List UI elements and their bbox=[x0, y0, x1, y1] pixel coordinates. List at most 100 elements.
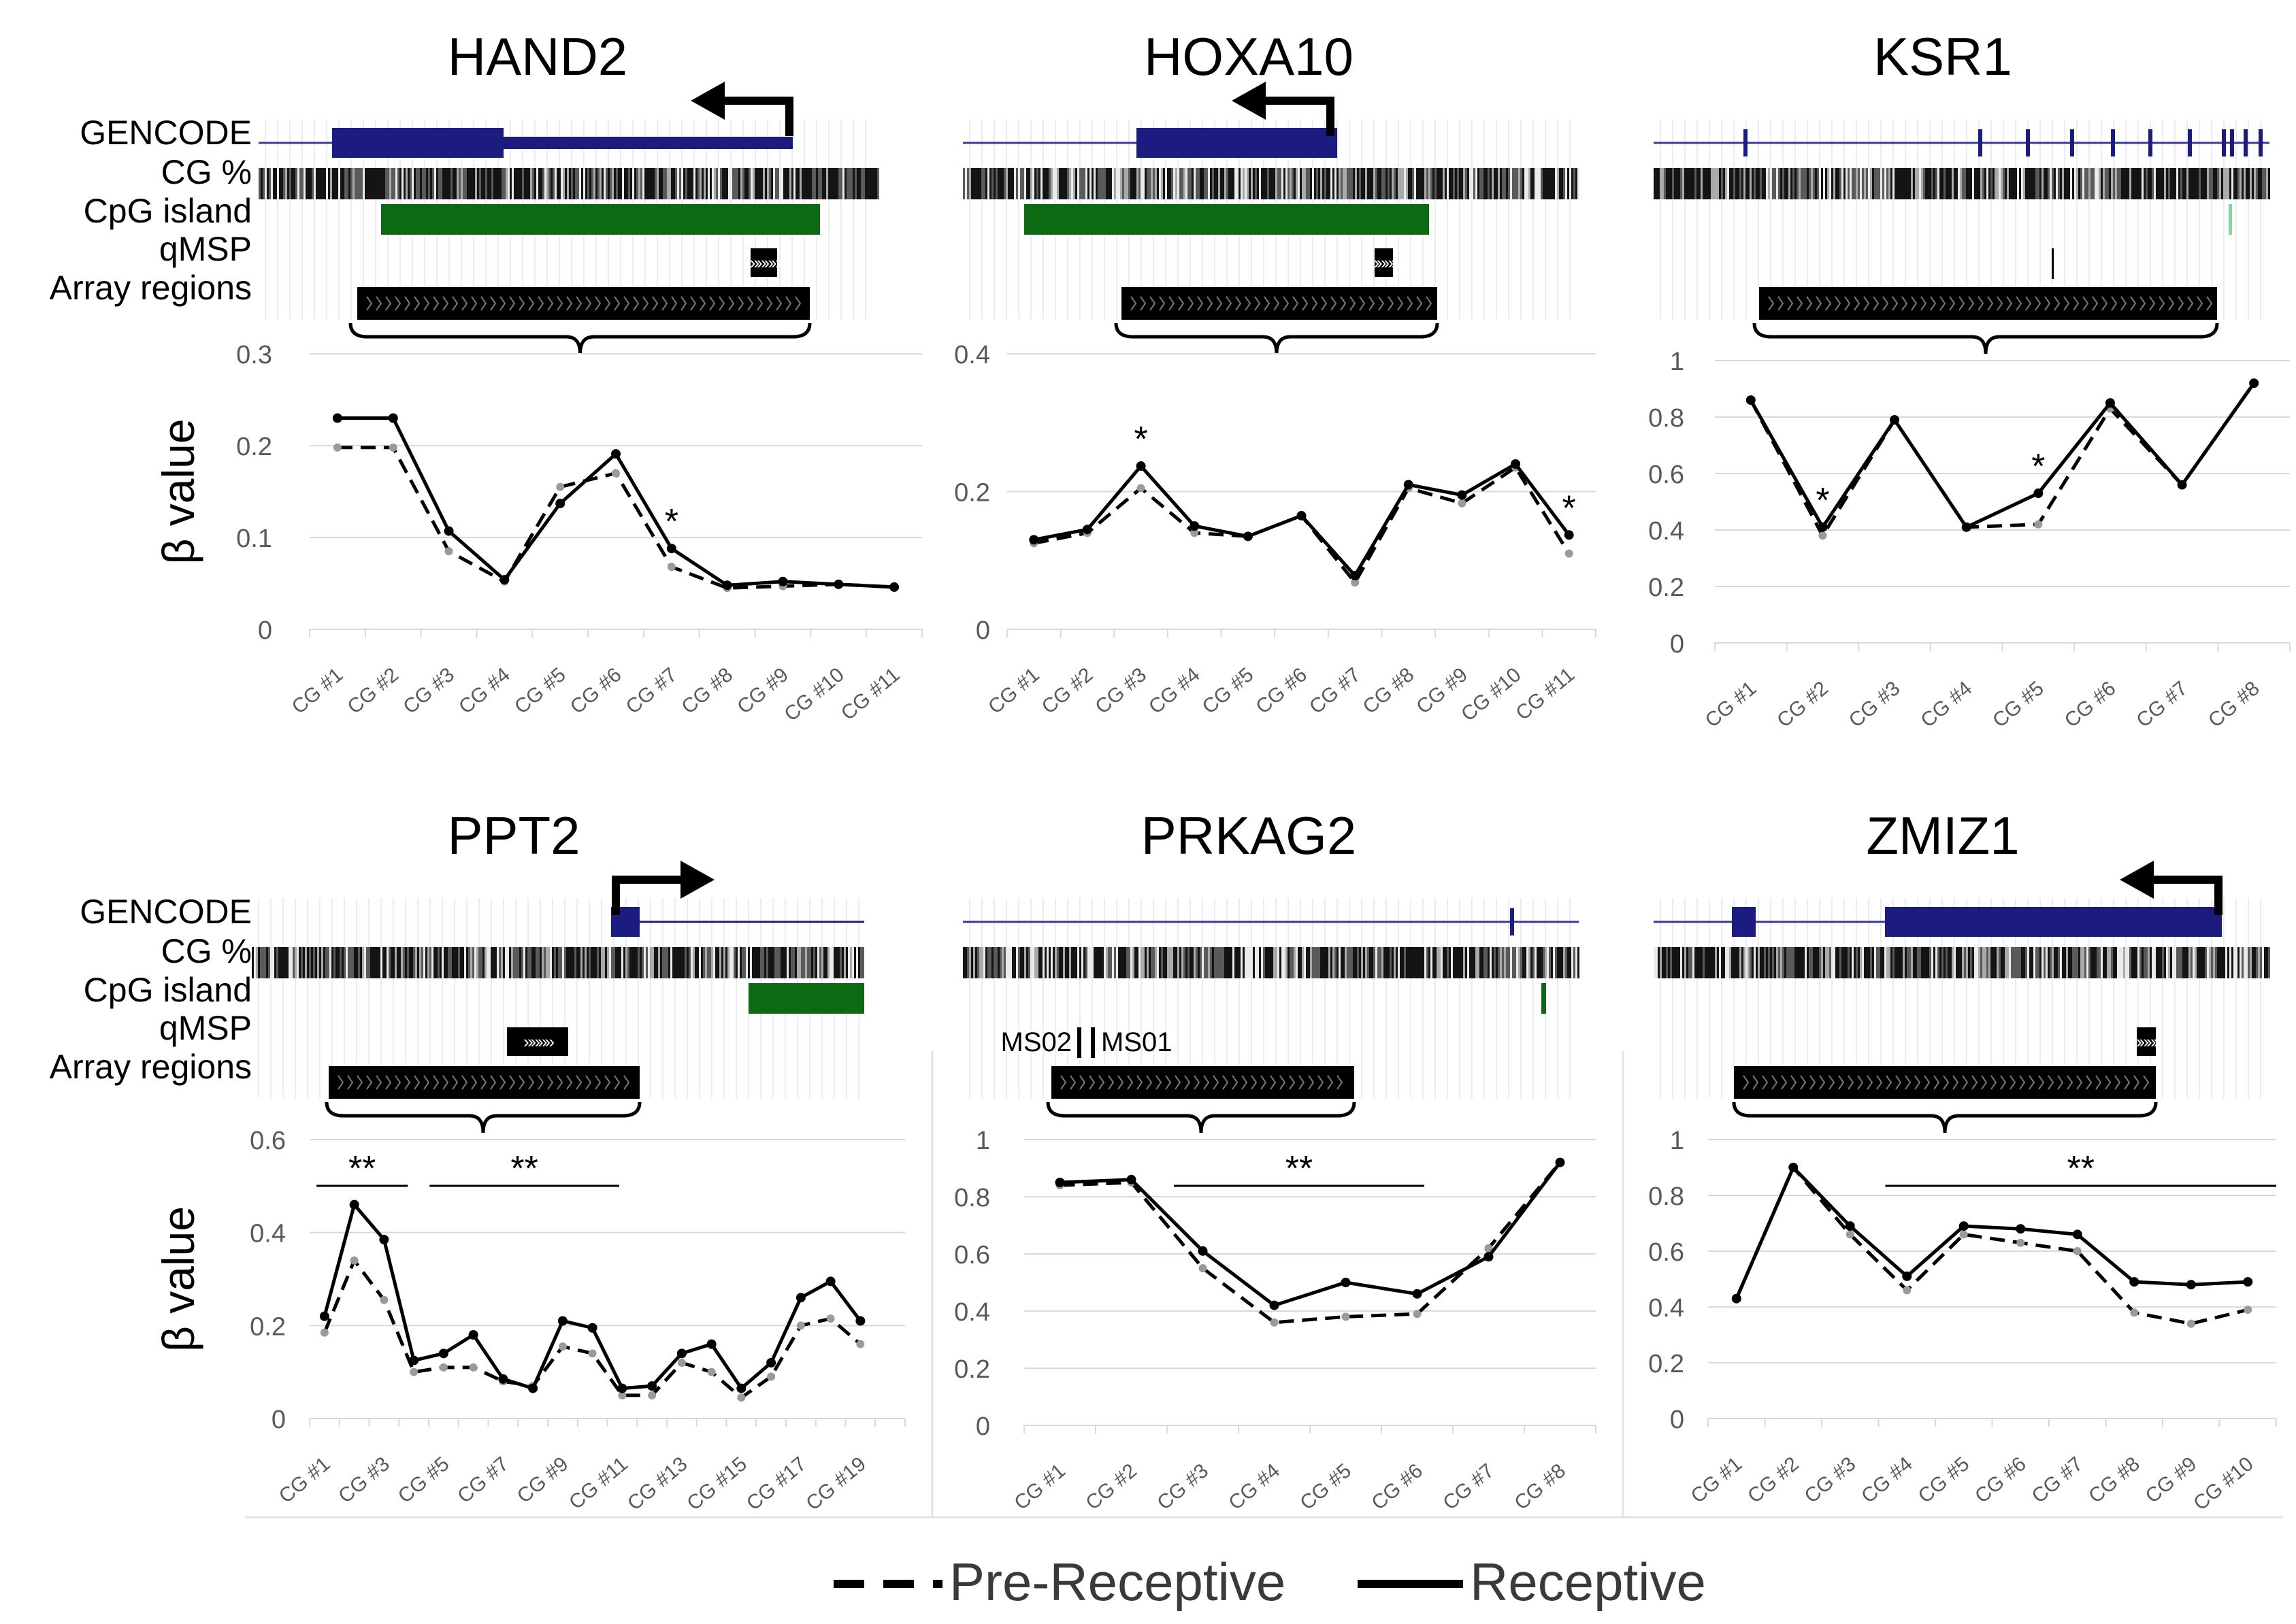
data-point-receptive bbox=[379, 1234, 389, 1244]
panel-title: HOXA10 bbox=[1144, 27, 1354, 86]
x-tick-label: CG #1 bbox=[275, 1453, 335, 1508]
y-tick-label: 0.8 bbox=[954, 1184, 990, 1212]
data-point-pre-receptive bbox=[556, 482, 565, 491]
x-tick-label: CG #3 bbox=[1091, 663, 1151, 718]
legend: Pre-Receptive Receptive bbox=[834, 1552, 1706, 1612]
track-label: CG % bbox=[161, 153, 252, 191]
data-point-receptive bbox=[676, 1348, 687, 1359]
y-tick-label: 0 bbox=[976, 616, 990, 645]
track-grid bbox=[969, 898, 1571, 1099]
data-point-receptive bbox=[617, 1383, 627, 1393]
array-chevrons bbox=[366, 296, 802, 311]
x-tick-label: CG #6 bbox=[566, 663, 626, 718]
data-point-pre-receptive bbox=[1846, 1230, 1854, 1239]
data-point-receptive bbox=[1198, 1246, 1208, 1256]
data-point-receptive bbox=[1788, 1163, 1799, 1172]
array-region-bar bbox=[357, 287, 810, 320]
gene-utr bbox=[504, 137, 793, 149]
y-axis-label: β value bbox=[153, 1206, 203, 1352]
data-point-receptive bbox=[1082, 525, 1092, 535]
x-tick-label: CG #5 bbox=[1988, 677, 2048, 732]
track-label: qMSP bbox=[159, 230, 252, 268]
panel-title: KSR1 bbox=[1873, 27, 2012, 86]
y-tick-label: 0.6 bbox=[250, 1127, 286, 1155]
data-point-pre-receptive bbox=[2034, 520, 2043, 529]
data-point-receptive bbox=[736, 1383, 747, 1393]
data-point-receptive bbox=[499, 575, 510, 585]
data-point-pre-receptive bbox=[410, 1368, 419, 1376]
y-tick-label: 1 bbox=[1670, 348, 1684, 376]
data-point-receptive bbox=[722, 580, 732, 591]
x-tick-label: CG #8 bbox=[1510, 1459, 1570, 1514]
data-point-pre-receptive bbox=[558, 1342, 567, 1351]
data-point-receptive bbox=[1483, 1252, 1494, 1262]
x-tick-label: CG #5 bbox=[510, 663, 570, 718]
y-tick-label: 0.4 bbox=[954, 1298, 990, 1327]
data-point-pre-receptive bbox=[350, 1256, 359, 1265]
track-label: GENCODE bbox=[80, 893, 252, 931]
data-point-pre-receptive bbox=[737, 1393, 746, 1402]
panel-title: PPT2 bbox=[447, 806, 580, 865]
data-point-pre-receptive bbox=[1484, 1244, 1493, 1253]
data-point-receptive bbox=[557, 1316, 568, 1326]
data-point-pre-receptive bbox=[2130, 1308, 2139, 1317]
gene-exon bbox=[332, 128, 504, 158]
x-tick-label: CG #2 bbox=[1743, 1453, 1803, 1508]
data-point-receptive bbox=[1136, 461, 1146, 471]
y-tick-label: 0.6 bbox=[1648, 1238, 1684, 1267]
track-label: CpG island bbox=[84, 971, 252, 1009]
x-tick-label: CG #11 bbox=[837, 663, 904, 725]
data-point-receptive bbox=[706, 1339, 717, 1349]
track-label: GENCODE bbox=[80, 114, 252, 152]
x-tick-label: CG #7 bbox=[453, 1453, 513, 1508]
x-tick-label: CG #10 bbox=[780, 663, 848, 726]
x-tick-label: CG #11 bbox=[565, 1453, 632, 1514]
data-point-pre-receptive bbox=[1564, 549, 1573, 558]
x-tick-label: CG #7 bbox=[2132, 677, 2192, 732]
series-line-receptive bbox=[1735, 1164, 2248, 1299]
data-point-pre-receptive bbox=[667, 563, 676, 571]
gene-exon-tick bbox=[1978, 129, 1982, 156]
array-chevrons bbox=[1130, 296, 1432, 311]
gene-exon-tick bbox=[2148, 129, 2152, 156]
data-point-receptive bbox=[1296, 510, 1307, 520]
panel-hoxa10: HOXA10»»»»00.20.4CG #1CG #2CG #3CG #4CG … bbox=[954, 27, 1596, 726]
data-point-pre-receptive bbox=[1198, 1264, 1207, 1272]
x-tick-label: CG #3 bbox=[1153, 1459, 1213, 1514]
data-point-receptive bbox=[1511, 459, 1521, 469]
data-point-receptive bbox=[319, 1311, 329, 1321]
data-point-receptive bbox=[1412, 1289, 1422, 1299]
tss-arrow-icon bbox=[2120, 861, 2223, 915]
significance-stars: ** bbox=[510, 1149, 538, 1189]
tss-arrow-icon bbox=[691, 82, 793, 136]
data-point-receptive bbox=[2105, 398, 2115, 408]
y-tick-label: 0 bbox=[1670, 630, 1684, 659]
data-point-pre-receptive bbox=[2073, 1247, 2082, 1255]
data-point-pre-receptive bbox=[333, 443, 342, 452]
data-point-pre-receptive bbox=[677, 1359, 686, 1367]
x-tick-label: CG #19 bbox=[802, 1453, 870, 1515]
gene-exon-tick bbox=[2070, 129, 2074, 156]
cg-percent-track bbox=[259, 168, 879, 199]
data-point-pre-receptive bbox=[1341, 1312, 1350, 1321]
gene-exon-tick bbox=[2026, 129, 2030, 156]
track-label: Array regions bbox=[50, 1048, 252, 1086]
series-line-pre-receptive bbox=[1033, 465, 1571, 586]
gene-exon bbox=[1136, 128, 1337, 158]
significance-stars: ** bbox=[348, 1149, 376, 1189]
y-tick-label: 0.2 bbox=[1648, 574, 1684, 602]
y-tick-label: 0.4 bbox=[1648, 1294, 1684, 1323]
data-point-pre-receptive bbox=[389, 443, 397, 452]
data-point-pre-receptive bbox=[2244, 1306, 2252, 1314]
array-chevrons bbox=[1060, 1075, 1343, 1090]
data-point-receptive bbox=[1961, 522, 1971, 532]
data-point-receptive bbox=[855, 1316, 866, 1326]
array-chevrons bbox=[338, 1075, 630, 1090]
data-point-receptive bbox=[587, 1323, 597, 1333]
data-point-pre-receptive bbox=[380, 1295, 389, 1304]
significance-asterisk: * bbox=[1134, 420, 1147, 459]
x-tick-label: CG #13 bbox=[623, 1453, 691, 1515]
